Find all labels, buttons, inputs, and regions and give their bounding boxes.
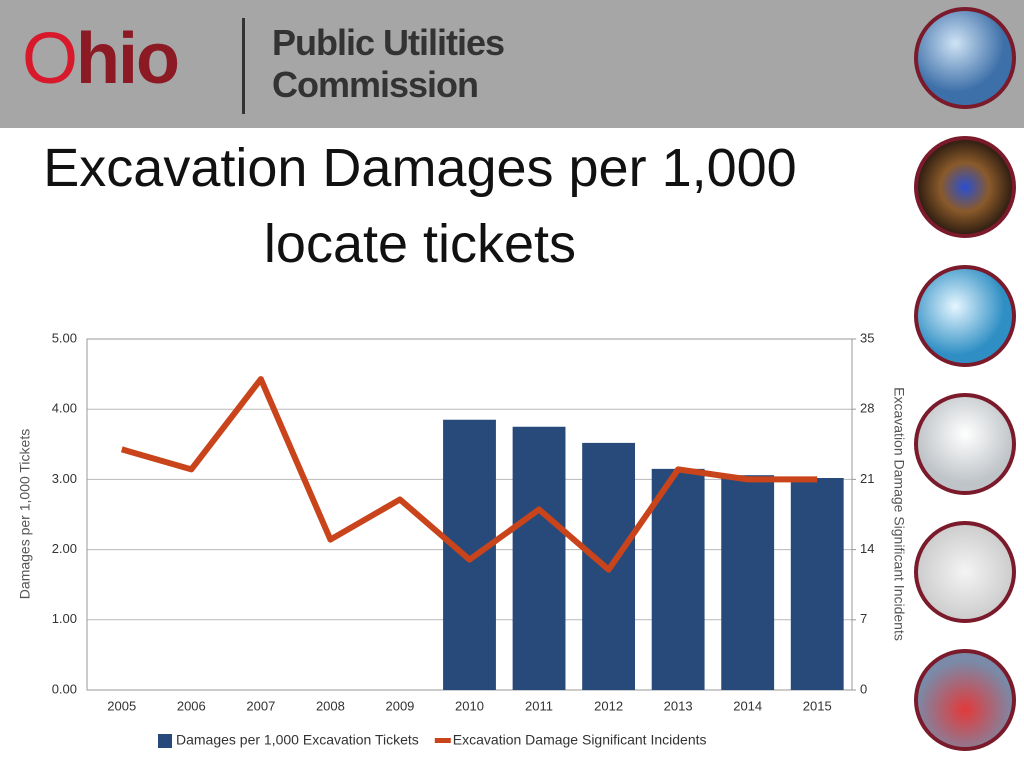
photo [914, 265, 1016, 367]
x-tick-label: 2015 [803, 698, 832, 713]
x-tick-label: 2010 [455, 698, 484, 713]
divider [242, 18, 245, 114]
slide-title: Excavation Damages per 1,000 locate tick… [43, 138, 797, 274]
y2-tick-label: 0 [860, 681, 867, 696]
legend-swatch [434, 738, 451, 743]
bar [651, 468, 705, 690]
y-tick-label: 5.00 [52, 330, 77, 345]
photo [914, 393, 1016, 495]
photo [914, 649, 1016, 751]
y2-tick-label: 21 [860, 471, 874, 486]
org-name: Commission [272, 64, 479, 105]
y2-tick-label: 7 [860, 611, 867, 626]
x-tick-label: 2005 [107, 698, 136, 713]
y2-tick-label: 35 [860, 330, 874, 345]
bar [512, 426, 566, 690]
photo-circles [914, 7, 1016, 751]
legend-swatch [158, 734, 172, 748]
y-tick-label: 1.00 [52, 611, 77, 626]
logo: Ohio [22, 19, 180, 99]
line [120, 376, 818, 573]
bar [721, 475, 775, 690]
x-tick-label: 2009 [385, 698, 414, 713]
x-tick-label: 2012 [594, 698, 623, 713]
x-tick-label: 2007 [246, 698, 275, 713]
org-name: Public Utilities [272, 22, 505, 63]
x-tick-label: 2008 [316, 698, 345, 713]
y-tick-label: 3.00 [52, 471, 77, 486]
legend-label: Excavation Damage Significant Incidents [453, 732, 707, 748]
legend-label: Damages per 1,000 Excavation Tickets [176, 732, 419, 748]
y-axis-label: Damages per 1,000 Tickets [17, 429, 33, 599]
x-tick-label: 2014 [733, 698, 762, 713]
photo [914, 7, 1016, 109]
bar [443, 419, 496, 690]
y2-tick-label: 28 [860, 401, 874, 416]
bar [790, 477, 844, 690]
y-tick-label: 4.00 [52, 401, 77, 416]
y2-tick-label: 14 [860, 541, 874, 556]
header-band [0, 0, 1024, 128]
photo [914, 136, 1016, 238]
x-tick-label: 2011 [525, 698, 553, 713]
y2-axis-label: Excavation Damage Significant Incidents [891, 387, 907, 641]
photo [914, 521, 1016, 623]
y-tick-label: 0.00 [52, 681, 77, 696]
y-tick-label: 2.00 [52, 541, 77, 556]
x-tick-label: 2013 [664, 698, 693, 713]
x-tick-label: 2006 [177, 698, 206, 713]
